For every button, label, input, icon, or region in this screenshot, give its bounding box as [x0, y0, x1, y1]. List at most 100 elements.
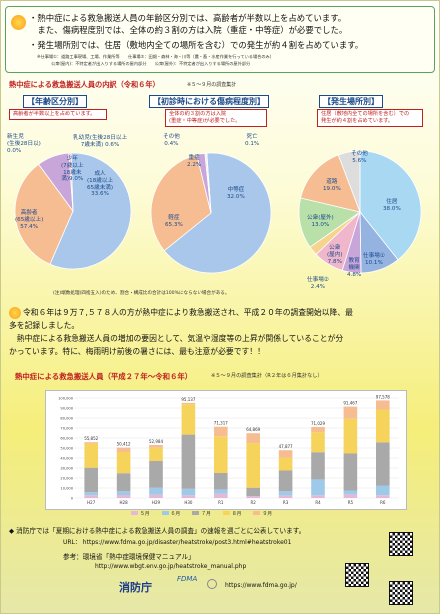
bar-segment [84, 467, 99, 493]
pie-age-label-youth: 少年 (7歳以上 18歳未 満)9.0% [61, 156, 84, 183]
bar-segment [278, 457, 293, 471]
sun-icon-2 [9, 307, 21, 319]
bar-segment [181, 402, 196, 405]
bar-segment [213, 489, 228, 494]
header-line-1: ・熱中症による救急搬送人員の年齢区分別では、高齢者が半数以上を占めています。 [29, 13, 347, 23]
x-tick-label: R1 [218, 500, 224, 505]
legend-label: ９月 [262, 512, 273, 517]
bar-segment [213, 493, 228, 498]
bar-total-label: 71,029 [311, 421, 325, 426]
legend-aug: ８月 [222, 510, 242, 517]
fdma-heatstroke-link[interactable]: URL： https://www.fdma.go.jp/disaster/hea… [63, 539, 292, 546]
bar-segment [246, 496, 261, 498]
bar-segment [149, 487, 163, 495]
legend-label: ７月 [201, 512, 211, 517]
section-title: 熱中症による救急搬送人員の内訳（令和６年） [9, 80, 160, 89]
sun-icon [11, 15, 26, 30]
legend-label: ８月 [231, 512, 242, 517]
bar-total-label: 50,412 [117, 442, 131, 447]
summary-line-2: 多を記録しました。 [9, 321, 80, 330]
bar-segment [116, 447, 131, 452]
bar-segment [116, 473, 131, 492]
y-tick-label: 20,000 [60, 477, 73, 481]
section-subtitle: ※５～９月の調査集計 [187, 82, 237, 88]
bar-segment [116, 491, 131, 495]
y-tick-label: 0 [71, 497, 74, 501]
y-tick-label: 10,000 [60, 487, 73, 491]
pie-age-note: 高齢者が半数以上を占めています。 [9, 109, 107, 120]
qr-code-1 [389, 532, 413, 556]
pie-age-label-infant: 乳幼児(生後28日以上 7歳未満) 0.6% [73, 135, 128, 148]
bar-segment [84, 443, 99, 468]
x-tick-label: R4 [315, 500, 321, 505]
header-line-3: ・発生場所別では、住居（敷地内全ての場所を含む）での発生が約４割を占めています。 [29, 40, 364, 50]
bar-total-label: 55,852 [84, 436, 98, 441]
bar-segment [278, 470, 293, 492]
legend-sep: ９月 [253, 510, 272, 517]
y-tick-label: 30,000 [60, 467, 73, 471]
pie-severity-label: 【初診時における傷病程度別】 [149, 95, 269, 108]
pie-age-label-adult: 成人 (18歳以上 65歳未満) 33.6% [87, 171, 114, 198]
legend-jul: ７月 [192, 510, 211, 517]
bar-segment [246, 487, 261, 496]
bar-segment [375, 495, 390, 498]
pie-age-label: 【年齢区分別】 [23, 95, 87, 108]
pie-slice-0 [163, 152, 272, 274]
summary-line-1: 令和６年は９万７,５７８人の方が熱中症により救急搬送され、平成２０年の調査開始以… [23, 308, 353, 317]
pie-slice-0 [359, 150, 422, 261]
fdma-home-link[interactable]: https://www.fdma.go.jp/ [225, 582, 297, 589]
publish-notice: ◆ 消防庁では「夏期における熱中症による救急搬送人員の調査」の速報を週ごとに公表… [9, 527, 306, 535]
bar-segment [181, 434, 196, 489]
y-tick-label: 80,000 [60, 417, 73, 421]
bar-segment [116, 495, 131, 498]
bar-segment [311, 427, 325, 433]
header-note-2: 公衆(屋内)：不特定者が出入りする場所の屋内部分 公衆(屋外)：不特定者が出入り… [51, 61, 251, 66]
pie-place-note: 住居（敷地内全ての場所を含む）での 発生が約４割を占めています。 [317, 109, 423, 127]
bar-segment [149, 447, 163, 461]
bar-total-label: 47,877 [279, 444, 293, 449]
x-tick-label: R3 [283, 500, 289, 505]
x-tick-label: H29 [152, 500, 161, 505]
env-manual-link[interactable]: http://www.wbgt.env.go.jp/heatstroke_man… [95, 563, 247, 570]
x-tick-label: H28 [120, 500, 129, 505]
x-tick-label: R5 [348, 500, 354, 505]
pie-severity [150, 152, 272, 274]
legend-swatch [131, 511, 138, 515]
x-tick-label: H27 [87, 500, 96, 505]
bar-segment [278, 491, 293, 496]
pie-slice-3 [68, 152, 74, 212]
globe-icon [207, 579, 217, 589]
pie-age [14, 152, 132, 270]
bar-segment [246, 433, 261, 444]
bar-segment [181, 404, 196, 435]
pie-slice-1 [150, 154, 212, 252]
pie-severity-note: 全体の約３割の方は入院 (重症・中等症)が必要でした。 [165, 109, 267, 127]
y-tick-label: 100,000 [58, 397, 74, 401]
legend-swatch [222, 511, 230, 515]
bar-segment [343, 406, 358, 419]
bar-segment [375, 400, 390, 410]
pie-slice-0 [49, 152, 132, 270]
pie-place [298, 150, 422, 274]
fdma-logo-mark: FDMA [177, 575, 198, 583]
header-line-2: また、傷病程度別では、全体の約３割の方は入院（重症・中等症）が必要でした。 [29, 25, 348, 35]
pie-sev-label-death: 死亡 0.1% [245, 134, 260, 147]
bar-segment [311, 452, 325, 480]
header-note-1: ※仕事場①：道路工事現場、工場、作業所等 仕事場②：田畑・森林・海・川等（農・畜… [37, 54, 274, 59]
qr-code-3 [389, 581, 413, 605]
bar-segment [311, 432, 325, 453]
pie-place-label-work2: 仕事場② 2.4% [307, 277, 329, 290]
x-tick-label: R2 [251, 500, 257, 505]
legend-may: ５月 [131, 510, 150, 517]
qr-code-2 [345, 563, 369, 587]
bar-segment [149, 461, 163, 488]
pie-slice-4 [206, 152, 212, 214]
x-tick-label: R6 [380, 500, 386, 505]
pie-place-label-public-out: 公衆(屋外) 13.0% [307, 215, 334, 228]
pie-slice-6 [300, 154, 361, 213]
bar-segment [311, 479, 325, 496]
bar-segment [181, 495, 196, 498]
chart-title: 熱中症による救急搬送人員（平成２７年～令和６年） [15, 372, 193, 381]
bar-segment [149, 494, 163, 498]
